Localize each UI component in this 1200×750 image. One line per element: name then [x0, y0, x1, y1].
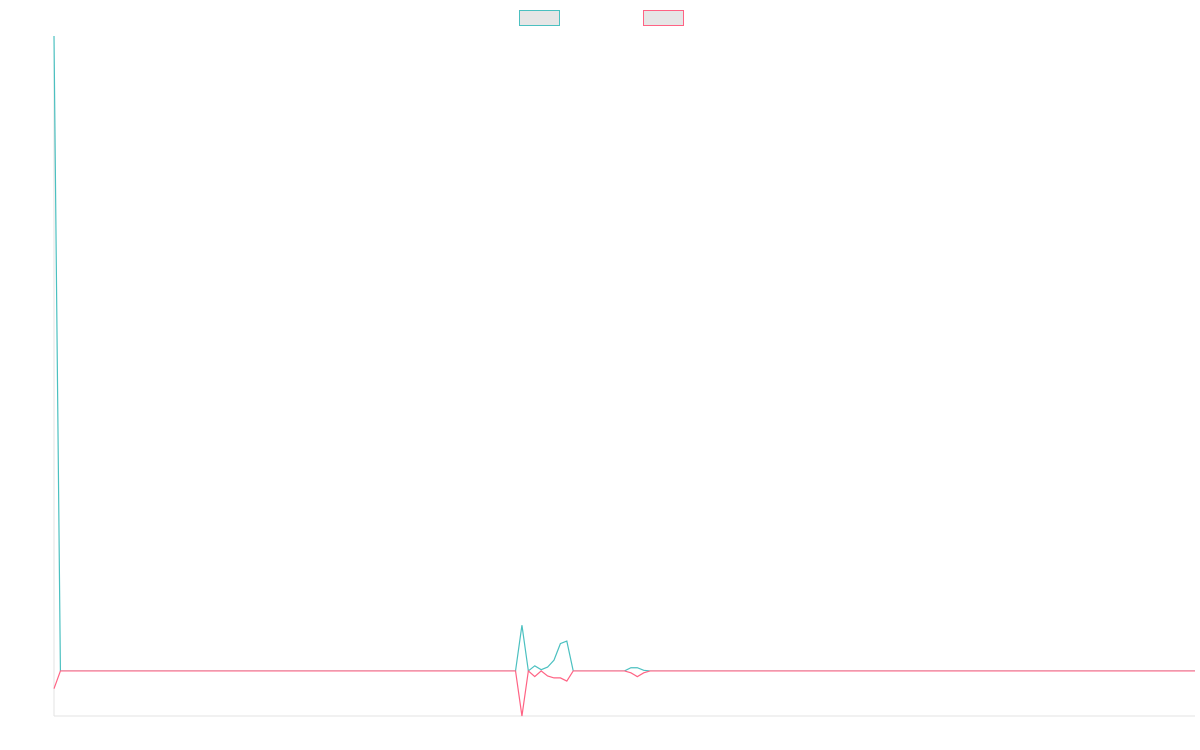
legend-swatch [643, 10, 684, 26]
legend-swatch [519, 10, 560, 26]
series-line [53, 669, 1195, 717]
series-line [53, 35, 1195, 673]
